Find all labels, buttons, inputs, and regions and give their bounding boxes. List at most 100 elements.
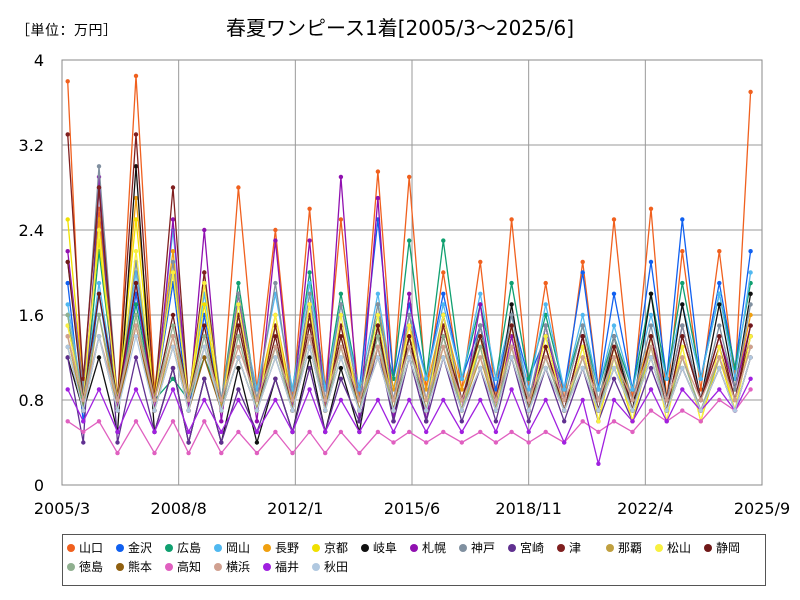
data-point: [680, 355, 685, 360]
y-tick-label: 4: [34, 51, 44, 70]
data-point: [254, 419, 260, 424]
data-point: [630, 429, 635, 435]
data-point: [65, 217, 70, 222]
data-point: [407, 397, 412, 403]
y-tick-label: 0.8: [19, 391, 44, 410]
data-point: [375, 323, 381, 328]
data-point: [219, 408, 224, 413]
data-point: [562, 419, 567, 424]
data-point: [133, 323, 139, 328]
data-point: [478, 334, 483, 339]
data-point: [648, 312, 654, 318]
data-point: [81, 429, 86, 435]
data-point: [307, 334, 312, 339]
data-point: [680, 365, 685, 371]
data-point: [717, 387, 722, 392]
data-point: [630, 387, 635, 392]
legend-item: 京都: [312, 540, 348, 556]
data-point: [493, 419, 499, 424]
data-point: [562, 397, 567, 403]
data-point: [441, 238, 446, 243]
data-point: [526, 419, 531, 424]
data-point: [338, 429, 344, 435]
data-point: [748, 302, 753, 307]
data-point: [133, 249, 139, 254]
data-point: [580, 323, 585, 328]
data-point: [717, 344, 722, 350]
data-point: [236, 344, 241, 350]
data-point: [698, 376, 703, 381]
data-point: [543, 429, 548, 435]
data-point: [65, 419, 70, 424]
data-point: [424, 429, 429, 435]
data-point: [543, 323, 548, 328]
data-point: [133, 312, 139, 318]
data-point: [441, 355, 446, 360]
legend-item: 津: [557, 540, 581, 556]
data-point: [357, 419, 362, 424]
data-point: [407, 291, 412, 296]
data-point: [611, 376, 617, 381]
data-point: [611, 365, 617, 371]
legend-marker-icon: [508, 544, 516, 552]
data-point: [170, 270, 176, 275]
data-point: [202, 397, 207, 403]
data-point: [219, 397, 224, 403]
data-point: [698, 419, 703, 424]
data-point: [186, 408, 191, 413]
legend-item: 宮崎: [508, 540, 544, 556]
data-point: [493, 408, 499, 413]
data-point: [611, 291, 617, 296]
data-point: [357, 450, 362, 456]
data-point: [307, 206, 312, 211]
data-point: [236, 334, 241, 339]
data-point: [478, 365, 483, 371]
data-point: [65, 280, 70, 286]
data-point: [424, 387, 429, 392]
data-point: [357, 408, 362, 413]
data-point: [509, 280, 514, 286]
legend-marker-icon: [312, 544, 320, 552]
data-point: [81, 440, 86, 445]
data-point: [290, 429, 295, 435]
data-point: [526, 397, 531, 403]
data-point: [732, 408, 738, 413]
x-tick-label: 2012/1: [267, 499, 323, 518]
data-point: [407, 344, 412, 350]
data-point: [323, 397, 328, 403]
data-point: [611, 217, 617, 222]
data-point: [96, 291, 102, 296]
legend-item: 高知: [165, 559, 201, 575]
data-point: [65, 387, 70, 392]
data-point: [441, 312, 446, 318]
data-point: [236, 291, 241, 296]
data-point: [236, 185, 241, 190]
data-point: [509, 302, 514, 307]
data-point: [407, 238, 412, 243]
legend-label: 岐阜: [373, 541, 398, 555]
x-tick-label: 2015/6: [384, 499, 440, 518]
data-point: [611, 334, 617, 339]
data-point: [580, 270, 585, 275]
data-point: [648, 291, 654, 296]
data-point: [254, 408, 260, 413]
data-point: [580, 334, 585, 339]
data-point: [375, 355, 381, 360]
data-point: [680, 334, 685, 339]
data-point: [407, 334, 412, 339]
data-point: [81, 376, 86, 381]
data-point: [170, 185, 176, 190]
legend-item: 岐阜: [361, 540, 397, 556]
data-point: [717, 249, 722, 254]
legend-label: 松山: [667, 541, 692, 555]
data-point: [698, 408, 703, 413]
chart-title: 春夏ワンピース1着[2005/3～2025/6]: [225, 16, 575, 40]
data-point: [441, 429, 446, 435]
data-point: [323, 450, 328, 456]
data-point: [459, 397, 464, 403]
data-point: [307, 238, 312, 243]
legend-marker-icon: [312, 563, 320, 571]
legend-item: 広島: [165, 540, 201, 556]
data-point: [596, 408, 601, 413]
data-point: [338, 334, 344, 339]
